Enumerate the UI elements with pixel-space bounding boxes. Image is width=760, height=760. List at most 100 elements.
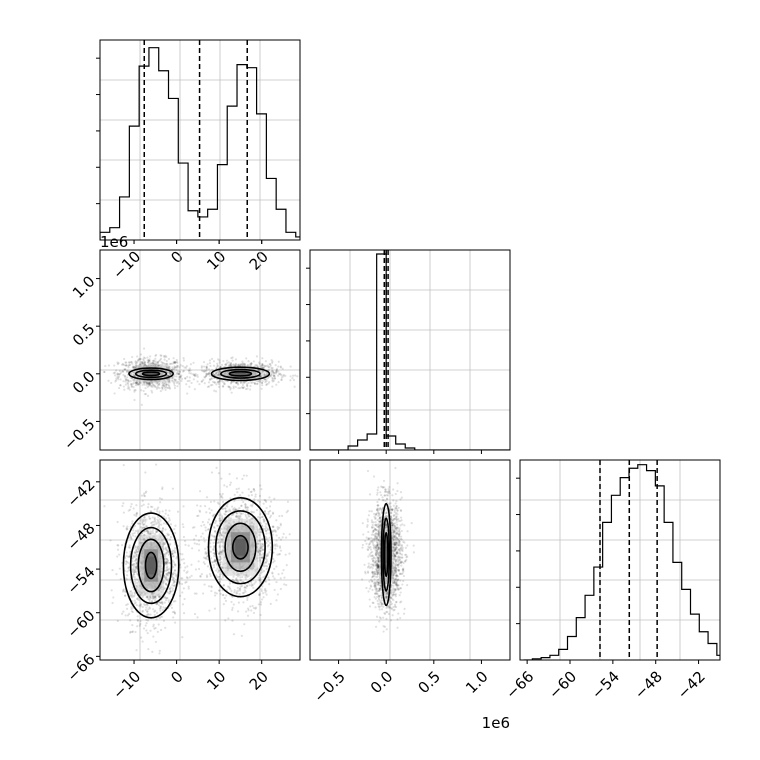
scatter-point: [247, 609, 250, 612]
scatter-point: [121, 612, 124, 615]
scatter-point: [274, 530, 277, 533]
scatter-point: [235, 381, 238, 385]
scatter-point: [166, 364, 169, 367]
scatter-point: [212, 548, 216, 552]
scatter-point: [153, 517, 156, 521]
scatter-point: [173, 366, 176, 369]
scatter-point: [246, 614, 250, 617]
scatter-point: [243, 623, 246, 626]
scatter-point: [134, 361, 137, 364]
scatter-point: [214, 558, 217, 561]
scatter-point: [269, 370, 273, 374]
scatter-point: [209, 500, 213, 503]
scatter-point: [145, 524, 148, 528]
scatter-point: [268, 536, 271, 539]
scatter-point: [149, 517, 152, 520]
scatter-point: [218, 359, 221, 362]
scatter-point: [258, 500, 261, 503]
scatter-point: [124, 374, 127, 378]
scatter-point: [215, 574, 218, 577]
scatter-point: [240, 584, 243, 588]
scatter-point: [275, 369, 278, 372]
scatter-point: [125, 370, 129, 374]
scatter-point: [155, 603, 159, 606]
scatter-point: [259, 380, 262, 384]
scatter-point: [258, 528, 261, 531]
scatter-point: [258, 553, 261, 556]
scatter-point: [111, 569, 114, 572]
scatter-point: [176, 385, 179, 388]
scatter-point: [165, 366, 168, 370]
scatter-point: [198, 510, 202, 513]
scatter-point: [162, 384, 166, 387]
scatter-point: [167, 374, 170, 377]
scatter-point: [135, 555, 138, 558]
scatter-point: [264, 525, 267, 528]
scatter-point: [151, 363, 155, 366]
scatter-point: [213, 560, 216, 563]
scatter-point: [170, 606, 174, 609]
scatter-point: [161, 384, 164, 387]
scatter-point: [204, 376, 207, 379]
scatter-point: [274, 363, 277, 367]
scatter-point: [266, 554, 270, 557]
scatter-point: [212, 364, 216, 367]
scatter-point: [171, 573, 174, 576]
scatter-point: [280, 376, 284, 379]
scatter-point: [144, 471, 147, 474]
scatter-point: [140, 494, 144, 497]
scatter-point: [173, 610, 176, 613]
scatter-point: [158, 595, 161, 598]
scatter-point: [173, 569, 177, 572]
scatter-point: [203, 540, 206, 543]
scatter-point: [136, 625, 139, 628]
scatter-point: [171, 552, 174, 555]
panel-hist-p0: −10 0 10 20: [96, 39, 301, 283]
scatter-point: [217, 370, 220, 374]
scatter-point: [141, 610, 144, 613]
scatter-point: [281, 572, 284, 575]
scatter-point: [150, 385, 153, 388]
scatter-point: [219, 513, 222, 516]
scatter-point: [247, 515, 250, 518]
scatter-point: [139, 622, 142, 626]
scatter-point: [133, 563, 136, 566]
scatter-point: [169, 590, 172, 593]
scatter-point: [246, 607, 250, 610]
scatter-point: [166, 568, 169, 571]
scatter-point: [196, 380, 199, 383]
scatter-point: [139, 363, 142, 366]
scatter-point: [149, 384, 152, 387]
scatter-point: [133, 582, 137, 585]
scatter-point: [168, 365, 171, 368]
scatter-point: [402, 574, 405, 578]
scatter-point: [185, 364, 188, 368]
scatter-point: [229, 388, 232, 391]
scatter-point: [166, 572, 169, 575]
scatter-point: [198, 543, 201, 546]
scatter-point: [168, 381, 171, 384]
scatter-point: [131, 366, 134, 369]
scatter-point: [175, 368, 178, 372]
scatter-point: [139, 603, 142, 607]
scatter-point: [214, 372, 217, 376]
scatter-point: [167, 553, 170, 557]
scatter-point: [221, 576, 225, 579]
scatter-point: [139, 357, 142, 361]
scatter-point: [141, 521, 144, 524]
scatter-point: [247, 360, 250, 363]
scatter-point: [147, 359, 150, 362]
scatter-point: [276, 526, 279, 529]
scatter-point: [215, 371, 218, 374]
scatter-point: [271, 571, 274, 574]
scatter-point: [115, 573, 118, 576]
scatter-point: [172, 367, 175, 370]
scatter-point: [271, 525, 275, 529]
scatter-point: [154, 363, 157, 366]
scatter-point: [260, 545, 264, 548]
scatter-point: [240, 386, 243, 389]
scatter-point: [151, 391, 154, 394]
scatter-point: [259, 601, 263, 604]
scatter-point: [268, 496, 271, 499]
scatter-point: [133, 389, 136, 392]
